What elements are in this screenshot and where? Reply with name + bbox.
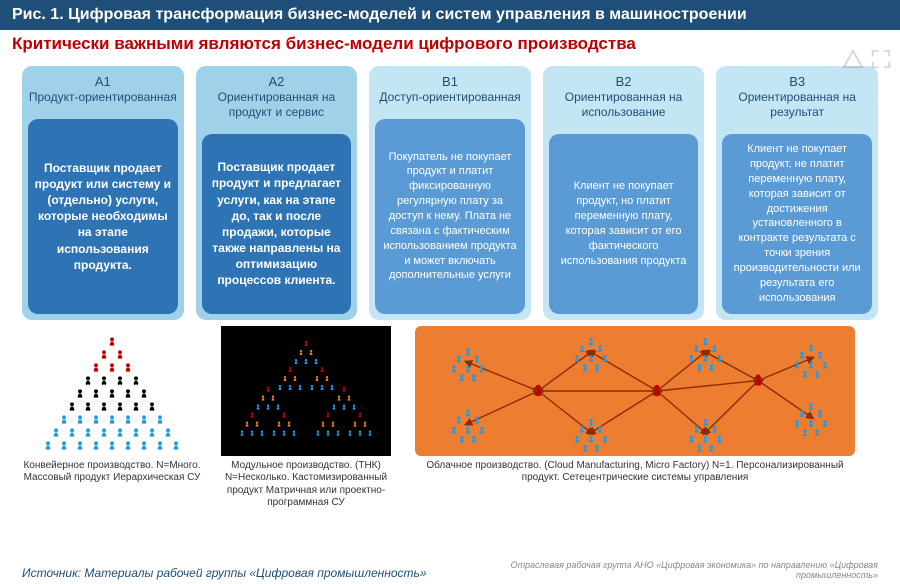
card-id: B1	[375, 74, 525, 90]
figure-subtitle: Критически важными являются бизнес-модел…	[0, 30, 900, 58]
source-text: Источник: Материалы рабочей группы «Цифр…	[22, 566, 427, 580]
panel-pyramid: Конвейерное производство. N=Много. Массо…	[22, 326, 202, 485]
credit-text: Отраслевая рабочая группа АНО «Цифровая …	[458, 560, 878, 580]
card-id: A2	[202, 74, 352, 90]
card-head: B3Ориентированная на результат	[716, 66, 878, 128]
panel-caption: Модульное производство. (ТНК) N=Нескольк…	[216, 460, 396, 510]
corner-icons	[842, 48, 892, 70]
card-body: Клиент не покупает продукт, не платит пе…	[722, 134, 872, 313]
sierpinski-svg	[221, 326, 391, 456]
panel-network: Облачное производство. (Cloud Manufactur…	[410, 326, 860, 485]
card-head: B1Доступ-ориентированная	[369, 66, 531, 113]
card-head: B2Ориентированная на использование	[543, 66, 705, 128]
card-head: A2Ориентированная на продукт и сервис	[196, 66, 358, 128]
card-name: Ориентированная на результат	[722, 90, 872, 120]
model-cards-row: A1Продукт-ориентированная Поставщик прода…	[0, 58, 900, 320]
card-id: B2	[549, 74, 699, 90]
model-card-b1: B1Доступ-ориентированная Покупатель не по…	[369, 66, 531, 320]
card-body: Поставщик продает продукт или систему и …	[28, 119, 178, 313]
card-id: B3	[722, 74, 872, 90]
card-name: Ориентированная на продукт и сервис	[202, 90, 352, 120]
card-name: Ориентированная на использование	[549, 90, 699, 120]
model-card-a2: A2Ориентированная на продукт и сервисПос…	[196, 66, 358, 320]
card-body: Клиент не покупает продукт, но платит пе…	[549, 134, 699, 313]
pyramid-svg	[27, 326, 197, 456]
card-head: A1Продукт-ориентированная	[22, 66, 184, 113]
panel-caption: Конвейерное производство. N=Много. Массо…	[22, 460, 202, 485]
model-card-b3: B3Ориентированная на результатКлиент не …	[716, 66, 878, 320]
triangle-icon	[842, 48, 864, 70]
card-body: Поставщик продает продукт и предлагает у…	[202, 134, 352, 313]
panel-sierpinski: Модульное производство. (ТНК) N=Нескольк…	[216, 326, 396, 510]
network-svg	[415, 326, 855, 456]
figure-title: Рис. 1. Цифровая трансформация бизнес-мо…	[0, 0, 900, 30]
card-body: Покупатель не покупает продукт и платит …	[375, 119, 525, 313]
panel-caption: Облачное производство. (Cloud Manufactur…	[410, 460, 860, 485]
model-card-a1: A1Продукт-ориентированная Поставщик прода…	[22, 66, 184, 320]
card-name: Доступ-ориентированная	[375, 90, 525, 105]
model-card-b2: B2Ориентированная на использованиеКлиент…	[543, 66, 705, 320]
card-id: A1	[28, 74, 178, 90]
expand-icon	[870, 48, 892, 70]
footer-row: Источник: Материалы рабочей группы «Цифр…	[22, 560, 878, 580]
card-name: Продукт-ориентированная	[28, 90, 178, 105]
production-panels-row: Конвейерное производство. N=Много. Массо…	[0, 320, 900, 510]
